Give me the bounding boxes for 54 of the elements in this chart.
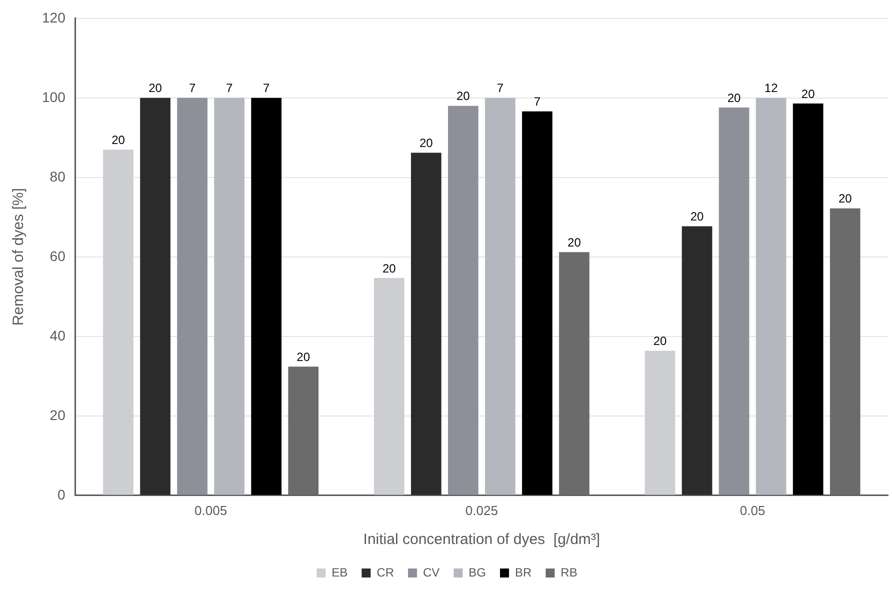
annotation: 20	[568, 235, 582, 250]
y-axis-title: Removal of dyes [%]	[10, 188, 28, 326]
bar	[485, 98, 516, 495]
legend-label: RB	[560, 565, 578, 580]
annotation: 7	[226, 81, 233, 96]
legend-label: BG	[468, 565, 486, 580]
annotation: 20	[456, 89, 470, 104]
y-tick-label: 0	[58, 486, 66, 502]
bar	[830, 208, 860, 495]
annotation: 20	[148, 81, 162, 96]
bar	[374, 278, 404, 495]
y-tick-label: 120	[42, 9, 66, 26]
bar	[522, 111, 552, 495]
annotation: 20	[112, 132, 126, 147]
x-tick-label: 0.025	[465, 502, 498, 518]
annotation: 7	[262, 81, 270, 96]
legend-label: CR	[376, 565, 394, 580]
annotation: 7	[534, 94, 541, 109]
annotation: 7	[496, 81, 504, 96]
annotation: 20	[690, 210, 704, 224]
legend-label: CV	[422, 565, 440, 580]
bar	[214, 98, 244, 495]
annotation: 7	[188, 81, 196, 96]
annotation: 20	[419, 136, 434, 150]
annotation: 20	[838, 192, 852, 206]
bar	[644, 350, 676, 495]
bar	[682, 226, 712, 495]
bar	[140, 98, 170, 495]
y-tick-label: 60	[50, 248, 66, 264]
x-axis-title: Initial concentration of dyes [g/dm³]	[363, 531, 600, 548]
annotation: 20	[727, 90, 742, 105]
bar	[103, 150, 134, 495]
y-tick-label: 100	[42, 88, 66, 105]
bar	[251, 98, 282, 495]
legend-label: EB	[332, 565, 348, 580]
bar	[177, 98, 208, 495]
y-tick-label: 40	[50, 327, 66, 344]
x-tick-label: 0.005	[194, 502, 228, 518]
bar	[288, 366, 319, 495]
annotation: 20	[382, 261, 396, 276]
bar	[718, 107, 750, 495]
annotation: 20	[296, 350, 310, 364]
y-tick-label: 80	[50, 168, 66, 184]
bar	[559, 252, 590, 495]
y-tick-label: 20	[50, 406, 66, 423]
annotation: 20	[801, 86, 816, 101]
x-tick-label: 0.05	[740, 502, 766, 518]
annotation: 12	[764, 81, 778, 96]
annotation: 20	[653, 334, 668, 348]
legend-label: BR	[515, 565, 532, 580]
bar	[792, 103, 824, 495]
bar	[448, 106, 478, 495]
bar	[756, 98, 786, 495]
bar	[410, 152, 442, 495]
